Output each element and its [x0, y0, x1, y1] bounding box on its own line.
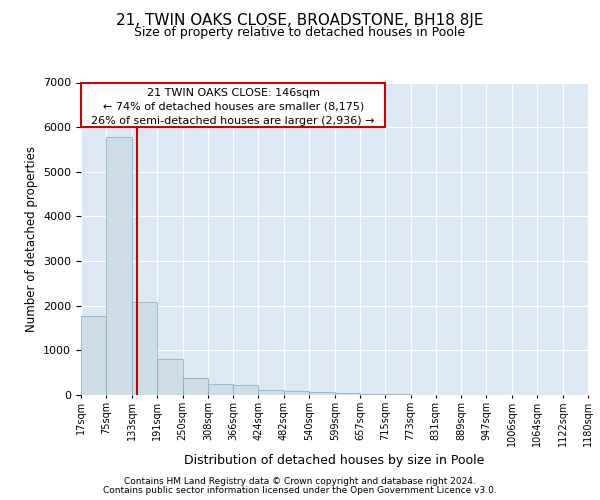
Text: 21, TWIN OAKS CLOSE, BROADSTONE, BH18 8JE: 21, TWIN OAKS CLOSE, BROADSTONE, BH18 8J… — [116, 12, 484, 28]
Bar — [284, 390, 309, 395]
Text: 21 TWIN OAKS CLOSE: 146sqm: 21 TWIN OAKS CLOSE: 146sqm — [146, 88, 320, 98]
Bar — [81, 316, 106, 395]
Bar — [233, 385, 259, 395]
X-axis label: Distribution of detached houses by size in Poole: Distribution of detached houses by size … — [184, 454, 485, 468]
Bar — [309, 392, 335, 395]
Bar — [360, 394, 385, 395]
Bar — [182, 378, 208, 395]
Text: Contains HM Land Registry data © Crown copyright and database right 2024.: Contains HM Land Registry data © Crown c… — [124, 477, 476, 486]
Bar — [106, 137, 131, 395]
Bar — [131, 302, 157, 395]
Bar — [208, 384, 233, 395]
Y-axis label: Number of detached properties: Number of detached properties — [25, 146, 38, 332]
Text: ← 74% of detached houses are smaller (8,175): ← 74% of detached houses are smaller (8,… — [103, 102, 364, 112]
Bar — [385, 394, 410, 395]
Bar — [259, 390, 284, 395]
Bar — [335, 393, 360, 395]
Bar — [157, 360, 182, 395]
Text: 26% of semi-detached houses are larger (2,936) →: 26% of semi-detached houses are larger (… — [91, 116, 375, 126]
Text: Contains public sector information licensed under the Open Government Licence v3: Contains public sector information licen… — [103, 486, 497, 495]
Text: Size of property relative to detached houses in Poole: Size of property relative to detached ho… — [134, 26, 466, 39]
